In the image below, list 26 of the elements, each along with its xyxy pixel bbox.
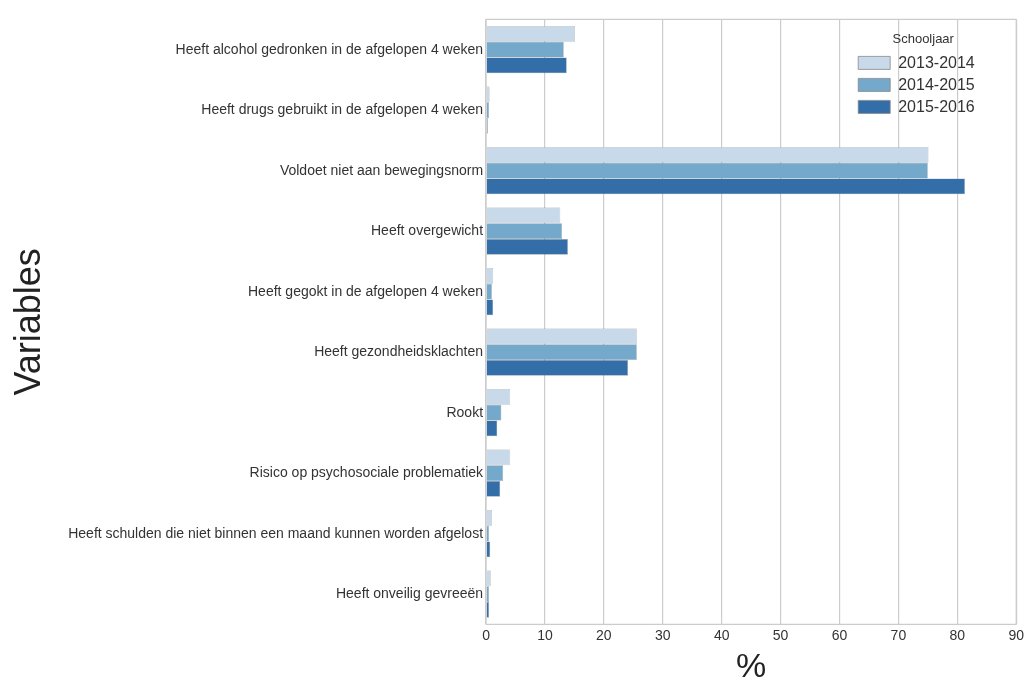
x-tick-label: 90 bbox=[1008, 626, 1025, 643]
x-tick-label: 70 bbox=[890, 626, 907, 643]
y-tick-label: Heeft overgewicht bbox=[370, 222, 484, 239]
y-tick-label: Risico op psychosociale problematiek bbox=[249, 464, 485, 481]
y-tick-label: Rookt bbox=[446, 403, 484, 420]
y-tick-label: Heeft onveilig gevreeën bbox=[335, 585, 484, 602]
y-tick-label: Heeft schulden die niet binnen een maand kunnen worden afgelost bbox=[68, 524, 484, 541]
y-tick-label: Heeft gegokt in de afgelopen 4 weken bbox=[247, 282, 484, 299]
y-tick-label: Voldoet niet aan bewegingsnorm bbox=[279, 161, 484, 178]
legend-label: 2013-2014 bbox=[898, 53, 975, 71]
legend-label: 2014-2015 bbox=[898, 75, 975, 93]
legend-label: 2015-2016 bbox=[898, 97, 975, 115]
x-tick-label: 30 bbox=[654, 626, 671, 643]
x-tick-label: 40 bbox=[713, 626, 730, 643]
x-tick-label: 50 bbox=[772, 626, 789, 643]
x-tick-label: 20 bbox=[596, 626, 612, 643]
y-tick-label: Heeft gezondheidsklachten bbox=[314, 343, 484, 360]
x-tick-label: 10 bbox=[537, 626, 553, 643]
x-tick-label: 0 bbox=[482, 626, 491, 643]
x-tick-label: 60 bbox=[831, 626, 848, 643]
legend-title: Schooljaar bbox=[892, 30, 955, 46]
y-axis-title: Variables bbox=[6, 248, 48, 396]
y-tick-label: Heeft drugs gebruikt in de afgelopen 4 weken bbox=[201, 101, 484, 118]
x-tick-label: 80 bbox=[949, 626, 966, 643]
y-tick-label: Heeft alcohol gedronken in de afgelopen 4 weken bbox=[175, 40, 484, 57]
x-axis-title: % bbox=[736, 645, 767, 684]
